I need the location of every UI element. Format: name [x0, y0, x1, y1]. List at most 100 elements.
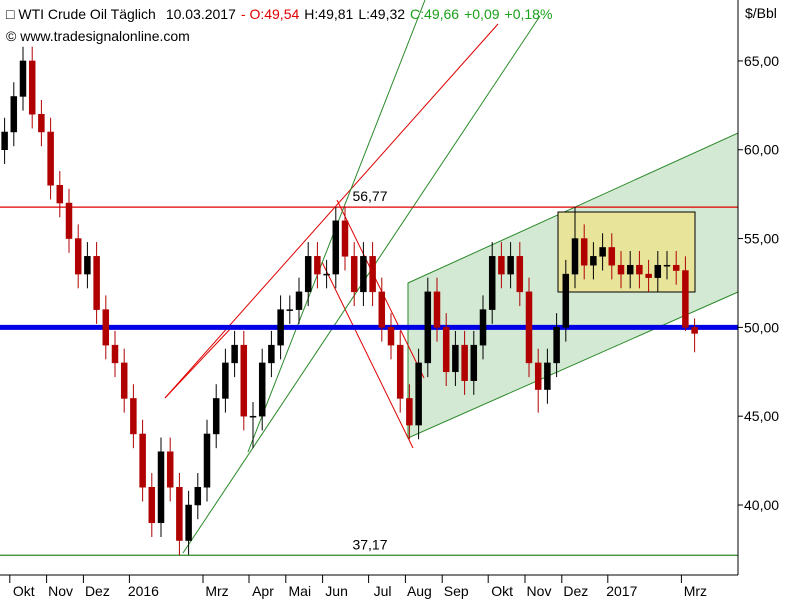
candle-body [691, 327, 698, 334]
y-tick-label: 65,00 [744, 53, 779, 69]
candle-body [130, 398, 137, 435]
separator: - [241, 6, 250, 22]
candle-body [350, 256, 358, 293]
candle-body [378, 291, 386, 328]
range-box [557, 211, 696, 293]
x-tick-label: Dez [85, 583, 110, 599]
candle-body [120, 362, 128, 399]
candle-body [268, 344, 275, 364]
candle-body [84, 256, 91, 275]
level-label: 37,17 [352, 536, 387, 552]
candle-body [286, 309, 294, 311]
levels: 56,77 37,17 [0, 188, 738, 556]
candle-body [176, 486, 183, 541]
candle-body [590, 256, 597, 266]
candle-body [525, 291, 533, 364]
candle-body [479, 309, 487, 346]
header-marker: □ [6, 6, 18, 22]
y-tick-label: 45,00 [744, 408, 779, 424]
candle-body [314, 256, 321, 275]
candle-body [360, 256, 367, 293]
y-tick-label: 50,00 [744, 319, 779, 335]
quote-close: C:49,66 [410, 6, 459, 22]
candle-body [258, 362, 266, 417]
source: © www.tradesignalonline.com [6, 28, 190, 44]
candle-body [148, 486, 156, 524]
candle-body [222, 362, 229, 399]
y-tick-label: 40,00 [744, 497, 779, 513]
trend-line [336, 199, 425, 379]
candle-body [203, 433, 211, 488]
candle-body [562, 273, 570, 328]
candles [1, 46, 698, 556]
axes: 40,00 45,00 50,00 55,00 60,00 65,00 Okt Nov Dez 2… [9, 53, 779, 599]
x-tick-label: Dez [563, 583, 588, 599]
candle-body [212, 398, 220, 435]
candle-body [433, 291, 441, 328]
trend-line [164, 23, 499, 399]
candle-body [488, 256, 496, 310]
candle-body [65, 202, 73, 239]
x-tick-label: Okt [13, 583, 35, 599]
candle-body [93, 256, 100, 310]
candle-body [626, 264, 634, 275]
candle-body [452, 344, 459, 373]
x-tick-label: Apr [252, 583, 274, 599]
x-tick-label: Mrz [684, 583, 707, 599]
candle-body [231, 344, 238, 364]
candle-body [470, 344, 478, 381]
candle-body [415, 362, 422, 426]
candle-body [341, 220, 349, 257]
x-tick-label: 2017 [606, 583, 637, 599]
quote-open: O:49,54 [249, 6, 299, 22]
candle-body [74, 238, 82, 275]
date: 10.03.2017 [166, 6, 236, 22]
candle-body [654, 264, 662, 278]
y-tick-label: 55,00 [744, 231, 779, 247]
y-tick-label: 60,00 [744, 142, 779, 158]
candle-body [304, 256, 312, 293]
candle-body [396, 344, 404, 399]
candle-body [1, 131, 8, 150]
candle-body [102, 309, 110, 346]
candle-body [571, 238, 579, 275]
candle-body [38, 113, 45, 133]
trend-line [164, 325, 234, 399]
candle-body [185, 504, 192, 541]
x-tick-label: Jul [374, 583, 392, 599]
candle-body [498, 256, 505, 275]
candle-body [544, 362, 551, 390]
candle-body [461, 344, 468, 381]
candle-body [10, 96, 18, 133]
x-tick-label: Mrz [205, 583, 228, 599]
x-tick-label: Aug [407, 583, 432, 599]
candle-body [295, 291, 303, 310]
x-tick-label: Nov [527, 583, 552, 599]
candle-body [672, 264, 680, 271]
candle-body [534, 362, 542, 390]
candle-body [442, 327, 450, 373]
x-tick-label: Okt [491, 583, 513, 599]
x-tick-label: 2016 [128, 583, 159, 599]
candle-body [166, 451, 174, 488]
y-unit: $/Bbl [745, 5, 777, 21]
candle-body [682, 270, 689, 328]
x-tick-label: Sep [444, 583, 469, 599]
quote-change: +0,09 [464, 6, 500, 22]
header: □ WTI Crude Oil Täglich 10.03.2017- O:49,… [6, 6, 552, 22]
candle-body [56, 185, 64, 204]
chart-title: WTI Crude Oil Täglich [18, 6, 155, 22]
candle-body [332, 220, 340, 275]
candle-body [111, 344, 119, 364]
x-tick-label: Nov [48, 583, 73, 599]
candle-body [194, 486, 202, 506]
candle-body [240, 344, 248, 417]
quote-change-pct: +0,18% [505, 6, 553, 22]
candle-body [580, 238, 588, 266]
candle-body [663, 264, 671, 267]
level-label: 56,77 [352, 188, 387, 204]
candle-body [139, 433, 146, 488]
candle-body [617, 264, 625, 275]
candle-body [424, 291, 432, 364]
x-tick-label: Jun [325, 583, 348, 599]
